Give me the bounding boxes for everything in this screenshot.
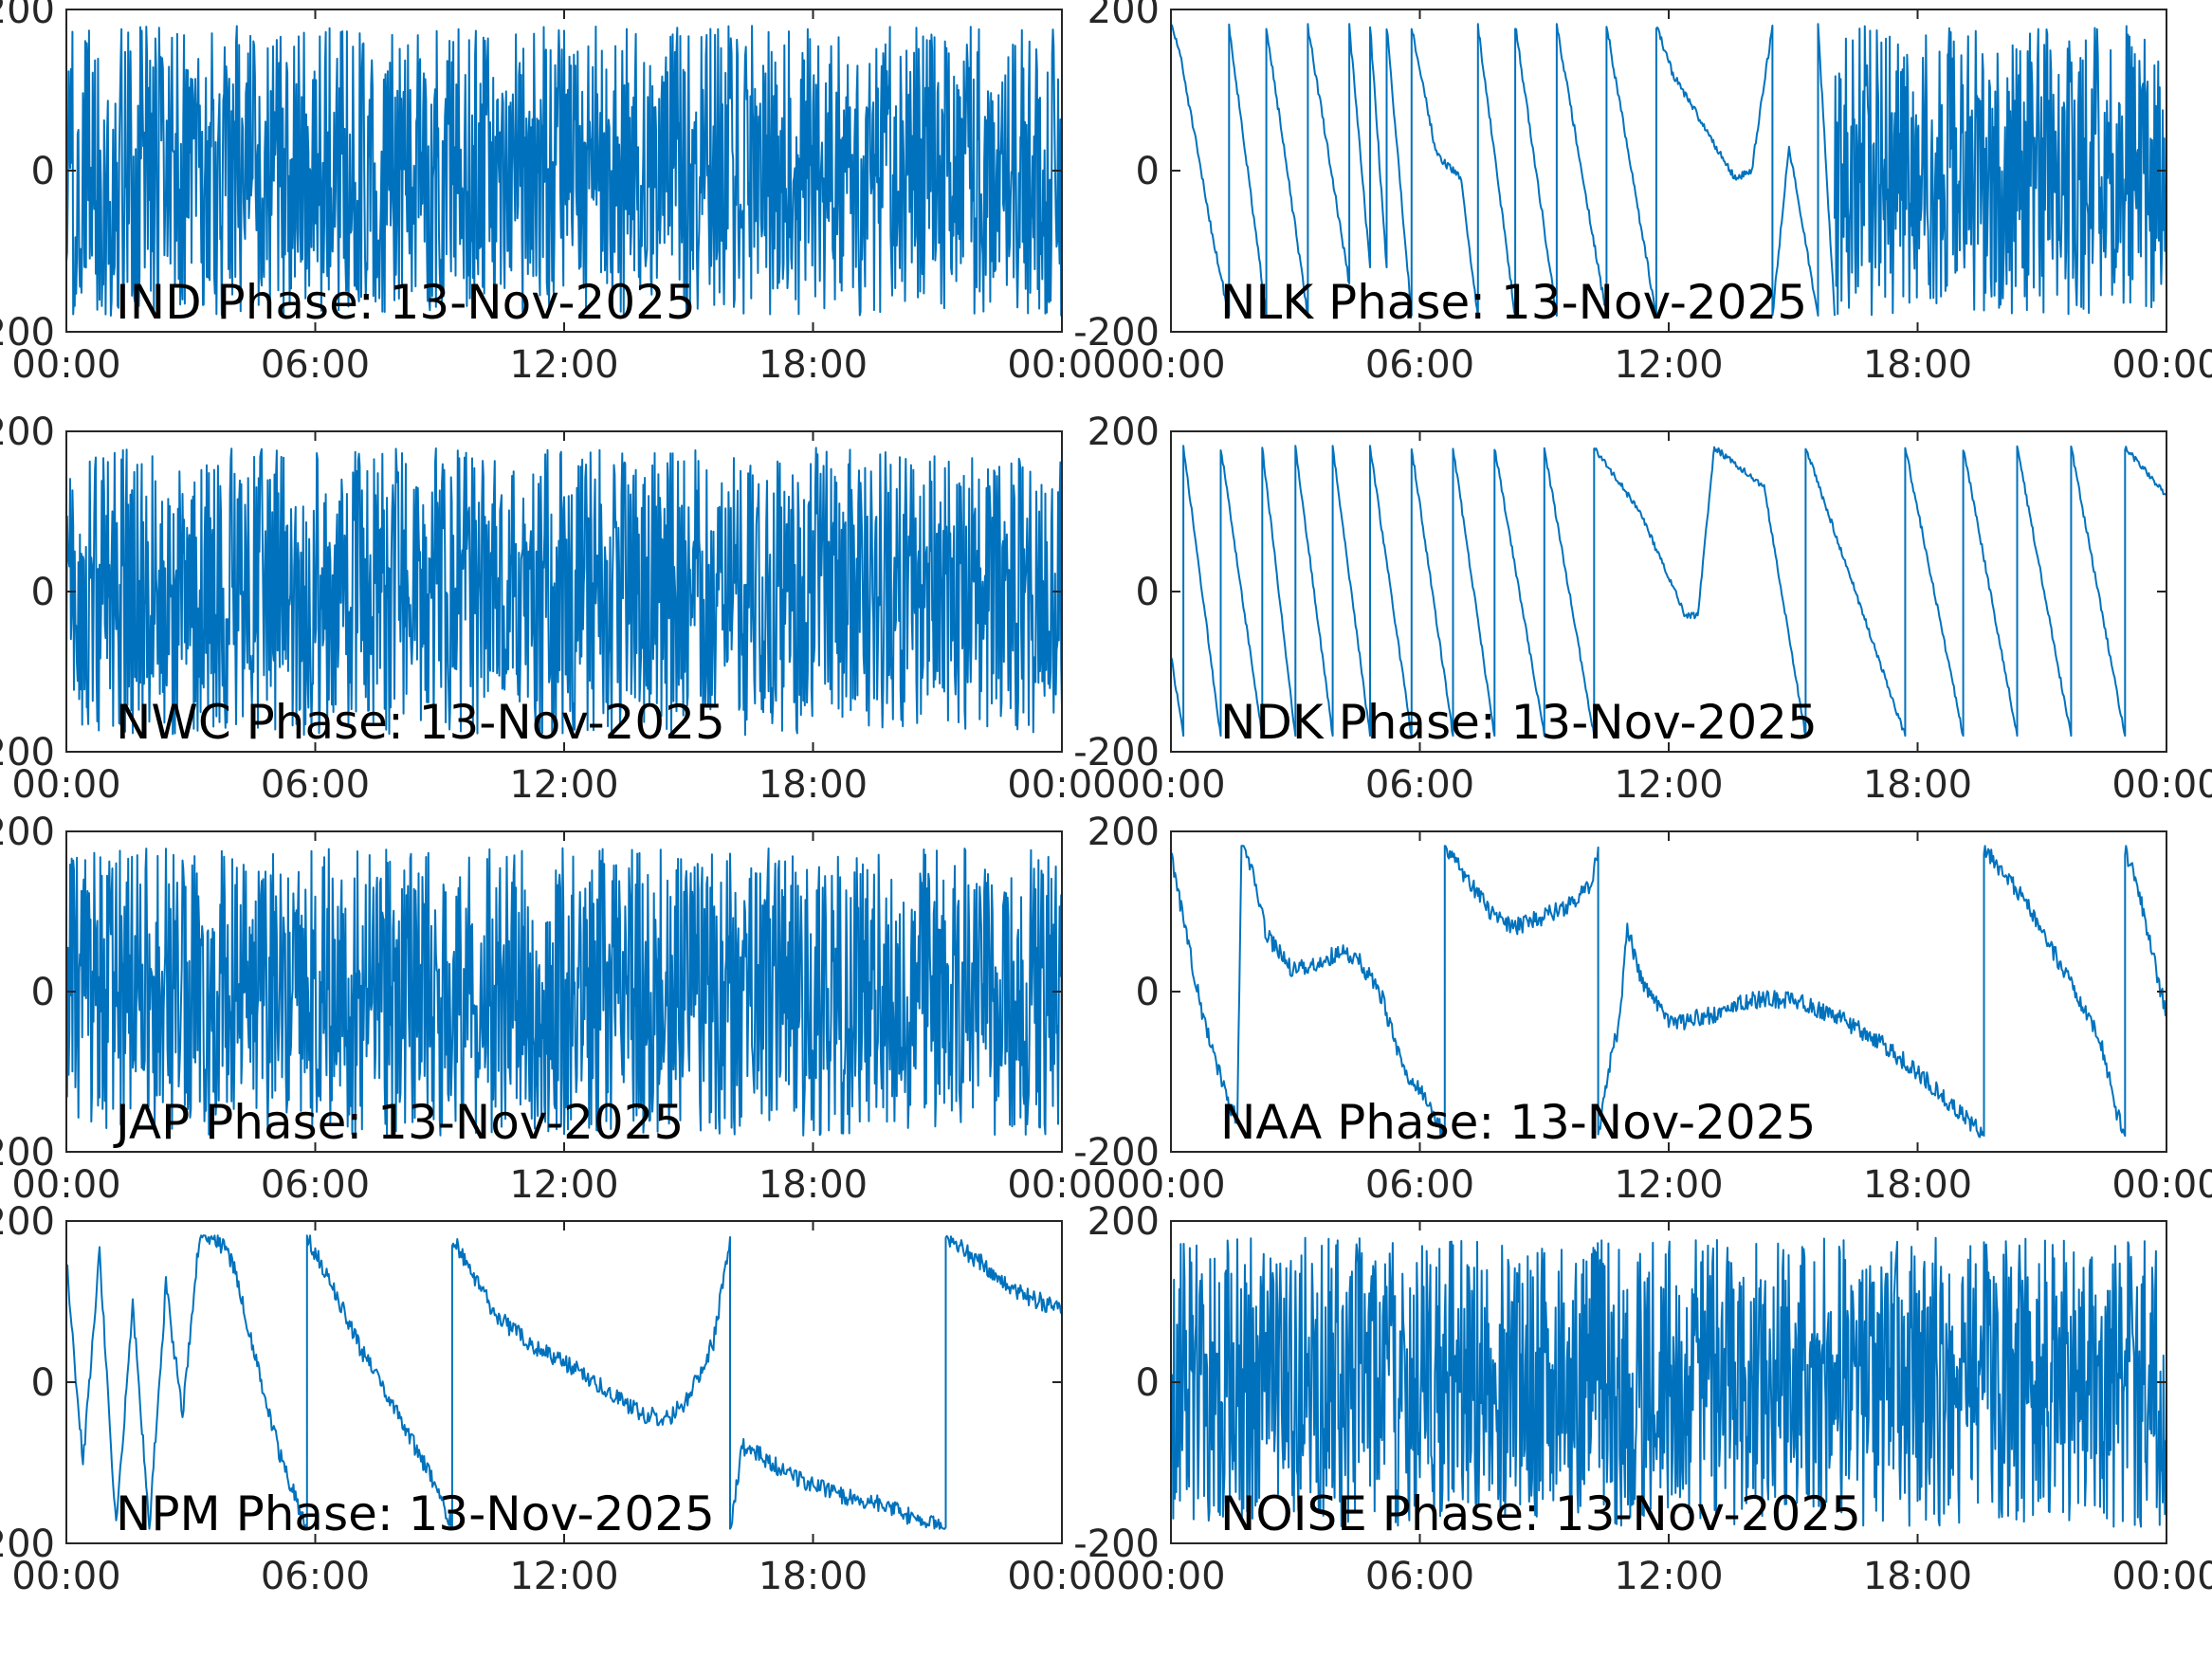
x-tick-label: 12:00 bbox=[509, 763, 618, 807]
phase-trace bbox=[1171, 445, 2166, 738]
x-tick-label: 18:00 bbox=[1863, 1163, 1972, 1207]
panel-label: JAP Phase: 13-Nov-2025 bbox=[113, 1095, 684, 1150]
x-tick-label: 00:00 bbox=[1007, 343, 1116, 387]
x-tick-label: 06:00 bbox=[1365, 763, 1474, 807]
x-tick-label: 18:00 bbox=[759, 1163, 868, 1207]
phase-trace bbox=[1171, 23, 1836, 317]
y-tick-label: 200 bbox=[0, 410, 55, 454]
panel-label: NPM Phase: 13-Nov-2025 bbox=[116, 1486, 715, 1541]
x-tick-label: 00:00 bbox=[11, 1163, 120, 1207]
x-tick-label: 18:00 bbox=[1863, 763, 1972, 807]
y-tick-label: 200 bbox=[1088, 410, 1160, 454]
y-tick-label: -200 bbox=[1073, 311, 1160, 355]
x-tick-label: 12:00 bbox=[1614, 763, 1723, 807]
x-tick-label: 00:00 bbox=[2111, 343, 2212, 387]
x-tick-label: 12:00 bbox=[1614, 1555, 1723, 1598]
y-tick-label: -200 bbox=[1073, 731, 1160, 775]
y-tick-label: -200 bbox=[0, 1131, 55, 1175]
x-tick-label: 00:00 bbox=[11, 1555, 120, 1598]
panel-label: NLK Phase: 13-Nov-2025 bbox=[1220, 275, 1807, 330]
x-tick-label: 00:00 bbox=[1007, 763, 1116, 807]
x-tick-label: 12:00 bbox=[1614, 1163, 1723, 1207]
x-tick-label: 00:00 bbox=[11, 343, 120, 387]
x-tick-label: 00:00 bbox=[2111, 1163, 2212, 1207]
x-tick-label: 00:00 bbox=[2111, 763, 2212, 807]
y-tick-label: 0 bbox=[1136, 1361, 1160, 1405]
y-tick-label: -200 bbox=[0, 311, 55, 355]
x-tick-label: 00:00 bbox=[11, 763, 120, 807]
x-tick-label: 18:00 bbox=[1863, 1555, 1972, 1598]
plot-area bbox=[66, 1221, 1062, 1543]
x-tick-label: 18:00 bbox=[759, 1555, 868, 1598]
x-tick-label: 00:00 bbox=[1116, 343, 1225, 387]
y-tick-label: 0 bbox=[31, 971, 55, 1014]
y-tick-label: -200 bbox=[1073, 1131, 1160, 1175]
x-tick-label: 00:00 bbox=[1007, 1555, 1116, 1598]
y-tick-label: 0 bbox=[1136, 971, 1160, 1014]
phase-trace bbox=[66, 25, 1062, 317]
x-tick-label: 00:00 bbox=[1116, 1555, 1225, 1598]
x-tick-label: 00:00 bbox=[2111, 1555, 2212, 1598]
y-tick-label: 0 bbox=[1136, 150, 1160, 193]
y-tick-label: 0 bbox=[1136, 571, 1160, 614]
x-tick-label: 12:00 bbox=[1614, 343, 1723, 387]
x-tick-label: 00:00 bbox=[1116, 763, 1225, 807]
x-tick-label: 06:00 bbox=[1365, 343, 1474, 387]
y-tick-label: 200 bbox=[1088, 811, 1160, 854]
x-tick-label: 12:00 bbox=[509, 343, 618, 387]
y-tick-label: 200 bbox=[1088, 1200, 1160, 1244]
x-tick-label: 12:00 bbox=[509, 1163, 618, 1207]
y-tick-label: -200 bbox=[0, 731, 55, 775]
phase-trace bbox=[66, 847, 1062, 1137]
y-tick-label: 200 bbox=[0, 0, 55, 32]
panel-label: NOISE Phase: 13-Nov-2025 bbox=[1220, 1486, 1861, 1541]
x-tick-label: 18:00 bbox=[759, 343, 868, 387]
panel-label: IND Phase: 13-Nov-2025 bbox=[116, 275, 696, 330]
y-tick-label: 0 bbox=[31, 571, 55, 614]
plot-area bbox=[1171, 831, 2166, 1152]
y-tick-label: 0 bbox=[31, 1361, 55, 1405]
y-tick-label: 200 bbox=[0, 1200, 55, 1244]
x-tick-label: 06:00 bbox=[261, 1163, 370, 1207]
phase-trace-wrapped bbox=[1834, 25, 2166, 317]
panel-label: NDK Phase: 13-Nov-2025 bbox=[1220, 695, 1818, 750]
x-tick-label: 06:00 bbox=[261, 763, 370, 807]
x-tick-label: 00:00 bbox=[1007, 1163, 1116, 1207]
x-tick-label: 18:00 bbox=[1863, 343, 1972, 387]
x-tick-label: 06:00 bbox=[261, 343, 370, 387]
phase-trace bbox=[66, 1234, 1062, 1530]
y-tick-label: 0 bbox=[31, 150, 55, 193]
y-tick-label: -200 bbox=[1073, 1522, 1160, 1566]
phase-trace bbox=[1171, 1236, 2166, 1528]
panel-label: NAA Phase: 13-Nov-2025 bbox=[1220, 1095, 1816, 1150]
y-tick-label: -200 bbox=[0, 1522, 55, 1566]
x-tick-label: 06:00 bbox=[261, 1555, 370, 1598]
x-tick-label: 12:00 bbox=[509, 1555, 618, 1598]
x-tick-label: 06:00 bbox=[1365, 1555, 1474, 1598]
phase-trace bbox=[66, 447, 1062, 737]
panel-label: NWC Phase: 13-Nov-2025 bbox=[116, 695, 725, 750]
y-tick-label: 200 bbox=[1088, 0, 1160, 32]
y-tick-label: 200 bbox=[0, 811, 55, 854]
x-tick-label: 00:00 bbox=[1116, 1163, 1225, 1207]
x-tick-label: 06:00 bbox=[1365, 1163, 1474, 1207]
phase-trace bbox=[1171, 845, 2166, 1139]
x-tick-label: 18:00 bbox=[759, 763, 868, 807]
